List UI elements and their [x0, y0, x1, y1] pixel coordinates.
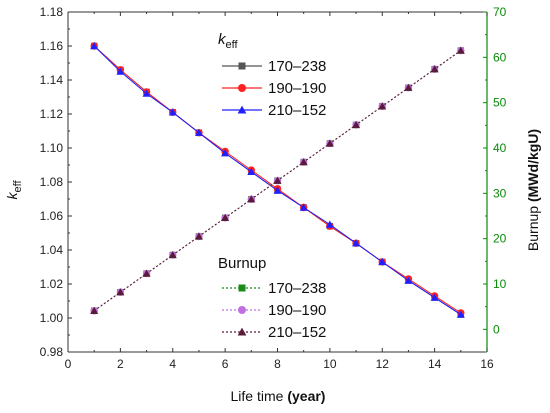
y-axis-right-label: Burnup (MWd/kgU)	[525, 129, 541, 251]
marker-triangle	[325, 220, 334, 228]
y-right-tick-label: 70	[493, 5, 507, 19]
marker-triangle	[247, 195, 256, 203]
marker-triangle	[168, 108, 177, 116]
marker-triangle	[247, 167, 256, 175]
marker-triangle	[325, 139, 334, 147]
legend-title-subscript: eff	[226, 39, 239, 51]
marker-triangle	[194, 232, 203, 240]
legend-label-keff: 210–152	[268, 102, 326, 119]
x-tick-label: 4	[169, 357, 176, 371]
x-tick-label: 2	[117, 357, 124, 371]
marker-triangle	[378, 257, 387, 266]
y-right-tick-label: 30	[493, 186, 507, 200]
y-left-tick-label: 1.02	[40, 277, 64, 291]
x-tick-label: 6	[222, 357, 229, 371]
marker-circle	[238, 84, 246, 92]
legend-group: keff170–238190–190210–152Burnup170–23819…	[218, 31, 326, 341]
marker-triangle	[237, 327, 247, 336]
legend-title-keff: keff	[218, 31, 238, 51]
y-right-tick-label: 10	[493, 277, 507, 291]
marker-triangle	[142, 89, 151, 97]
marker-triangle	[273, 176, 282, 184]
y-left-tick-label: 0.98	[40, 345, 64, 359]
x-axis-unit: (year)	[287, 388, 325, 404]
x-tick-label: 12	[376, 357, 390, 371]
marker-triangle	[352, 120, 361, 129]
marker-triangle	[299, 158, 308, 166]
axes-group: 0 2 4 6 8 10 12 14 16 0.98 1.00 1.02 1.04 1.06 1.08 1.1…	[40, 5, 507, 371]
y-left-tick-label: 1.12	[40, 107, 64, 121]
legend-label-burnup: 170–238	[268, 280, 326, 297]
legend-label-keff: 190–190	[268, 80, 326, 97]
marker-triangle	[352, 239, 361, 247]
y-axis-left-subscript: eff	[12, 180, 24, 193]
legend-title-burnup: Burnup	[218, 255, 266, 272]
y-axis-left-label: keff	[4, 180, 24, 200]
marker-triangle	[116, 288, 125, 296]
marker-triangle	[237, 105, 247, 114]
y-left-tick-label: 1.06	[40, 209, 64, 223]
series-group	[90, 42, 465, 318]
marker-triangle	[273, 186, 282, 194]
marker-square	[238, 284, 246, 292]
marker-triangle	[378, 102, 387, 110]
marker-triangle	[430, 65, 439, 73]
marker-triangle	[299, 203, 308, 211]
marker-triangle	[221, 213, 230, 222]
y-right-tick-label: 40	[493, 141, 507, 155]
marker-triangle	[168, 250, 177, 259]
marker-triangle	[430, 293, 439, 301]
x-tick-label: 0	[65, 357, 72, 371]
legend-label-burnup: 190–190	[268, 302, 326, 319]
y-right-tick-label: 60	[493, 50, 507, 64]
marker-square	[238, 62, 246, 70]
y-left-tick-label: 1.00	[40, 311, 64, 325]
y-left-tick-label: 1.08	[40, 175, 64, 189]
y-right-tick-label: 20	[493, 232, 507, 246]
legend-label-keff: 170–238	[268, 58, 326, 75]
y-left-tick-label: 1.14	[40, 73, 64, 87]
marker-triangle	[456, 46, 465, 54]
marker-triangle	[194, 128, 203, 136]
x-tick-label: 16	[480, 357, 494, 371]
y-left-tick-label: 1.16	[40, 39, 64, 53]
y-right-tick-label: 0	[493, 322, 500, 336]
marker-triangle	[116, 67, 125, 75]
y-left-tick-label: 1.18	[40, 5, 64, 19]
y-left-tick-label: 1.10	[40, 141, 64, 155]
y-right-tick-label: 50	[493, 96, 507, 110]
x-tick-label: 14	[428, 357, 442, 371]
x-tick-label: 8	[274, 357, 281, 371]
marker-triangle	[456, 310, 465, 318]
y-left-tick-label: 1.04	[40, 243, 64, 257]
marker-triangle	[221, 149, 230, 157]
marker-circle	[238, 306, 246, 314]
x-axis-label: Life time (year)	[231, 388, 326, 404]
marker-triangle	[404, 276, 413, 284]
legend-label-burnup: 210–152	[268, 324, 326, 341]
x-tick-label: 10	[323, 357, 337, 371]
marker-triangle	[142, 269, 151, 277]
marker-triangle	[90, 306, 99, 314]
marker-triangle	[404, 83, 413, 91]
marker-triangle	[90, 42, 99, 50]
y-axis-right-unit: (MWd/kgU)	[525, 129, 541, 202]
